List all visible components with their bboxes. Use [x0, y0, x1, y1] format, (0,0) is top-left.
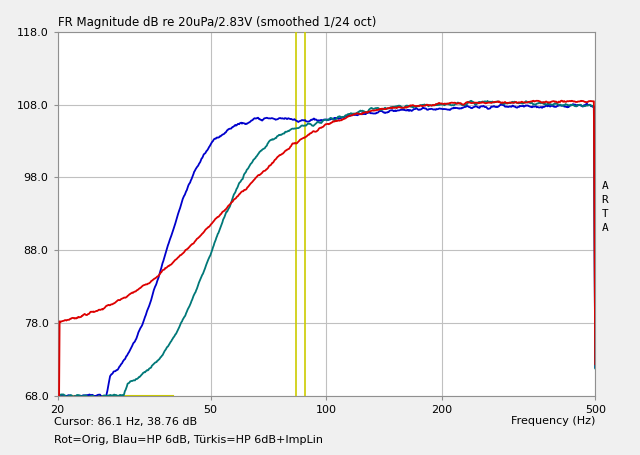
Text: Rot=Orig, Blau=HP 6dB, Türkis=HP 6dB+ImpLin: Rot=Orig, Blau=HP 6dB, Türkis=HP 6dB+Imp… [54, 435, 323, 445]
Text: Frequency (Hz): Frequency (Hz) [511, 416, 595, 426]
Text: FR Magnitude dB re 20uPa/2.83V (smoothed 1/24 oct): FR Magnitude dB re 20uPa/2.83V (smoothed… [58, 16, 376, 29]
Text: A
R
T
A: A R T A [602, 181, 609, 233]
Text: Cursor: 86.1 Hz, 38.76 dB: Cursor: 86.1 Hz, 38.76 dB [54, 417, 198, 427]
